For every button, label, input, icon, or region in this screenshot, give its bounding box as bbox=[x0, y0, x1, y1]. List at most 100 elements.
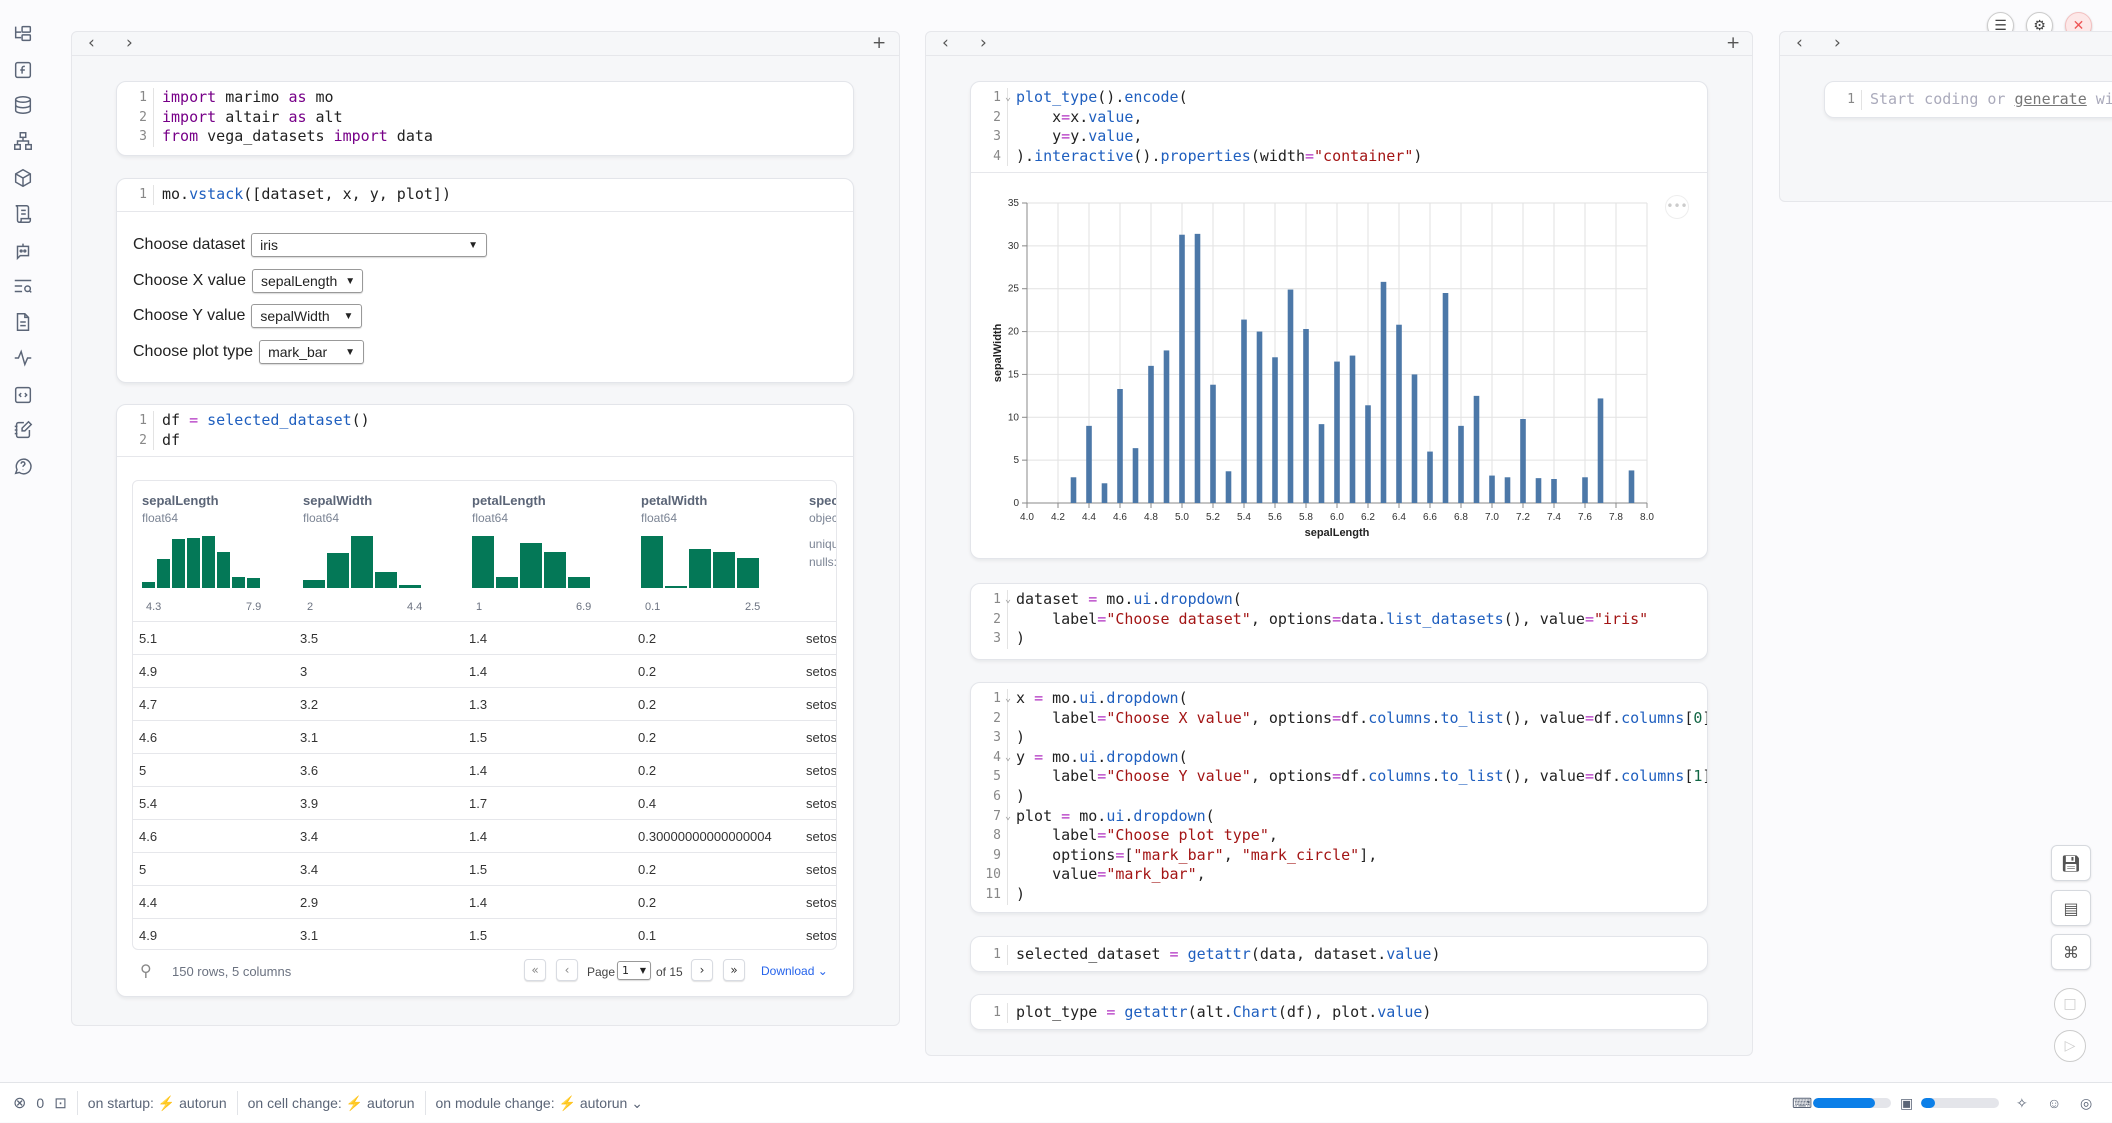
code-line[interactable]: 1 df = selected_dataset() bbox=[117, 411, 853, 431]
x-circle-icon[interactable]: ⊗ bbox=[13, 1095, 27, 1112]
code-line[interactable]: 1 plot_type = getattr(alt.Chart(df), plot… bbox=[971, 1003, 1707, 1023]
document-icon[interactable] bbox=[12, 311, 34, 333]
code-line[interactable]: 1 ⌄ plot_type().encode( bbox=[971, 88, 1707, 108]
chat-bot-icon[interactable] bbox=[12, 240, 34, 262]
code-line[interactable]: 1 ⌄ dataset = mo.ui.dropdown( bbox=[971, 590, 1707, 610]
code-cell-imports[interactable]: 1 import marimo as mo 2 import altair as al… bbox=[116, 81, 854, 156]
run-button[interactable]: ▷ bbox=[2054, 1030, 2086, 1062]
code-line[interactable]: 1 mo.vstack([dataset, x, y, plot]) bbox=[117, 185, 853, 205]
code-line[interactable]: 8 label="Choose plot type", bbox=[971, 826, 1707, 846]
last-page-button[interactable]: » bbox=[723, 959, 745, 981]
stop-button[interactable]: □ bbox=[2054, 988, 2086, 1020]
code-line[interactable]: 3) bbox=[971, 629, 1707, 649]
database-icon[interactable] bbox=[12, 94, 34, 116]
code-line[interactable]: 7 ⌄ plot = mo.ui.dropdown( bbox=[971, 806, 1707, 827]
code-line[interactable]: 10 value="mark_bar", bbox=[971, 865, 1707, 885]
page-select[interactable]: 1 ▼ bbox=[617, 961, 651, 980]
command-palette-button[interactable]: ⌘ bbox=[2051, 934, 2091, 970]
code-line[interactable]: 2 x=x.value, bbox=[971, 107, 1707, 128]
code-line[interactable]: 3) bbox=[971, 728, 1707, 748]
dataset-dropdown[interactable]: iris ▼ bbox=[251, 233, 488, 257]
file-tree-icon[interactable] bbox=[12, 23, 34, 45]
next-page-button[interactable]: › bbox=[691, 959, 713, 981]
scroll-log-icon[interactable] bbox=[12, 203, 34, 225]
code-snippet-icon[interactable] bbox=[12, 384, 34, 406]
code-cell-selected-dataset[interactable]: 1 selected_dataset = getattr(data, datase… bbox=[970, 936, 1708, 972]
column-left-button[interactable]: ‹ bbox=[1796, 33, 1803, 53]
cell-change-autorun[interactable]: on cell change: ⚡ autorun bbox=[247, 1094, 415, 1111]
code-line[interactable]: 6) bbox=[971, 786, 1707, 807]
column-left-button[interactable]: ‹ bbox=[88, 33, 95, 53]
first-page-button[interactable]: « bbox=[524, 959, 546, 981]
histogram-bar bbox=[520, 543, 542, 588]
code-cell-chart[interactable]: 1 ⌄ plot_type().encode(2 x=x.value, 3 y=y.v… bbox=[970, 81, 1708, 559]
code-line[interactable]: 4).interactive().properties(width="conta… bbox=[971, 146, 1707, 167]
code-editor[interactable]: 1 import marimo as mo 2 import altair as al… bbox=[117, 82, 853, 153]
fold-chevron-icon[interactable]: ⌄ bbox=[1004, 751, 1011, 763]
function-icon[interactable] bbox=[12, 59, 34, 81]
code-text: label="Choose X value", options=df.colum… bbox=[1007, 708, 1707, 729]
activity-icon[interactable] bbox=[12, 347, 34, 369]
code-line[interactable]: 1 Start coding or generate with AI. bbox=[1825, 90, 2112, 110]
code-line[interactable]: 1 ⌄ x = mo.ui.dropdown( bbox=[971, 689, 1707, 709]
code-line[interactable]: 1 import marimo as mo bbox=[117, 88, 853, 108]
code-line[interactable]: 2 label="Choose X value", options=df.col… bbox=[971, 708, 1707, 729]
search-list-icon[interactable] bbox=[12, 275, 34, 297]
code-cell-dropdowns[interactable]: 1 ⌄ x = mo.ui.dropdown(2 label="Choose X v… bbox=[970, 682, 1708, 913]
startup-autorun[interactable]: on startup: ⚡ autorun bbox=[87, 1094, 227, 1111]
fold-chevron-icon[interactable]: ⌄ bbox=[1004, 810, 1011, 822]
sparkle-icon[interactable]: ✧ bbox=[2016, 1095, 2028, 1111]
column-left-button[interactable]: ‹ bbox=[942, 33, 949, 53]
code-cell-plot-type[interactable]: 1 plot_type = getattr(alt.Chart(df), plot… bbox=[970, 994, 1708, 1030]
dependency-graph-icon[interactable] bbox=[12, 130, 34, 152]
help-icon[interactable] bbox=[12, 455, 34, 477]
y-dropdown[interactable]: sepalWidth ▼ bbox=[251, 304, 363, 328]
fold-chevron-icon[interactable]: ⌄ bbox=[1004, 594, 1011, 605]
code-line[interactable]: 9 options=["mark_bar", "mark_circle"], bbox=[971, 845, 1707, 866]
code-line[interactable]: 3 from vega_datasets import data bbox=[117, 127, 853, 147]
code-cell-vstack[interactable]: 1 mo.vstack([dataset, x, y, plot]) Choose… bbox=[116, 178, 854, 383]
code-editor[interactable]: 1 mo.vstack([dataset, x, y, plot]) bbox=[117, 179, 853, 211]
notebook-edit-icon[interactable] bbox=[12, 419, 34, 441]
code-editor[interactable]: 1 ⌄ plot_type().encode(2 x=x.value, 3 y=y.v… bbox=[971, 82, 1707, 172]
column-right-button[interactable]: › bbox=[126, 33, 133, 53]
package-icon[interactable] bbox=[12, 167, 34, 189]
code-text: from vega_datasets import data bbox=[153, 127, 853, 147]
code-token: mo. bbox=[1043, 689, 1080, 707]
code-line[interactable]: 5 label="Choose Y value", options=df.col… bbox=[971, 767, 1707, 787]
layout-button[interactable]: ▤ bbox=[2051, 890, 2091, 926]
x-dropdown[interactable]: sepalLength ▼ bbox=[251, 269, 363, 293]
code-line[interactable]: 2 df bbox=[117, 430, 853, 451]
fold-chevron-icon[interactable]: ⌄ bbox=[1004, 92, 1011, 103]
search-icon[interactable]: ⚲ bbox=[140, 961, 152, 980]
download-button[interactable]: Download ⌄ bbox=[761, 964, 828, 978]
module-change-autorun[interactable]: on module change: ⚡ autorun ⌄ bbox=[435, 1094, 643, 1111]
plot-dropdown[interactable]: mark_bar ▼ bbox=[259, 340, 365, 364]
code-editor[interactable]: 1 ⌄ dataset = mo.ui.dropdown(2 label="Choo… bbox=[971, 584, 1707, 655]
code-cell-dataset[interactable]: 1 ⌄ dataset = mo.ui.dropdown(2 label="Choo… bbox=[970, 583, 1708, 660]
prev-page-button[interactable]: ‹ bbox=[556, 959, 578, 981]
code-line[interactable]: 3 y=y.value, bbox=[971, 127, 1707, 147]
code-line[interactable]: 1 selected_dataset = getattr(data, datase… bbox=[971, 945, 1707, 965]
code-editor[interactable]: 1 ⌄ x = mo.ui.dropdown(2 label="Choose X v… bbox=[971, 683, 1707, 911]
bar-chart[interactable]: 4.0 4.2 4.4 4.6 4.8 5.0 5.2 5.4 5.6 5.8 6.0 6.2 6.4 6… bbox=[971, 182, 1708, 552]
check-circle-icon[interactable]: ◎ bbox=[2080, 1095, 2093, 1111]
empty-code-cell[interactable]: 1 Start coding or generate with AI. bbox=[1824, 81, 2112, 118]
chart-actions-button[interactable]: ••• bbox=[1665, 195, 1689, 219]
code-line[interactable]: 2 import altair as alt bbox=[117, 107, 853, 128]
terminal-icon[interactable]: ⊡ bbox=[54, 1095, 67, 1112]
save-button[interactable]: 💾︎ bbox=[2051, 845, 2091, 881]
code-editor[interactable]: 1 selected_dataset = getattr(data, datase… bbox=[971, 937, 1707, 971]
column-right-button[interactable]: › bbox=[1834, 33, 1841, 53]
add-cell-button[interactable]: + bbox=[1726, 33, 1741, 53]
code-editor[interactable]: 1 df = selected_dataset() 2 df bbox=[117, 405, 853, 456]
fold-chevron-icon[interactable]: ⌄ bbox=[1004, 693, 1011, 704]
add-cell-button[interactable]: + bbox=[872, 33, 887, 53]
code-line[interactable]: 11) bbox=[971, 884, 1707, 905]
code-line[interactable]: 4 ⌄ y = mo.ui.dropdown( bbox=[971, 747, 1707, 768]
code-editor[interactable]: 1 Start coding or generate with AI. bbox=[1825, 82, 2112, 116]
code-line[interactable]: 2 label="Choose dataset", options=data.l… bbox=[971, 609, 1707, 630]
code-editor[interactable]: 1 plot_type = getattr(alt.Chart(df), plot… bbox=[971, 995, 1707, 1029]
column-right-button[interactable]: › bbox=[980, 33, 987, 53]
robot-icon[interactable]: ☺ bbox=[2047, 1095, 2062, 1111]
